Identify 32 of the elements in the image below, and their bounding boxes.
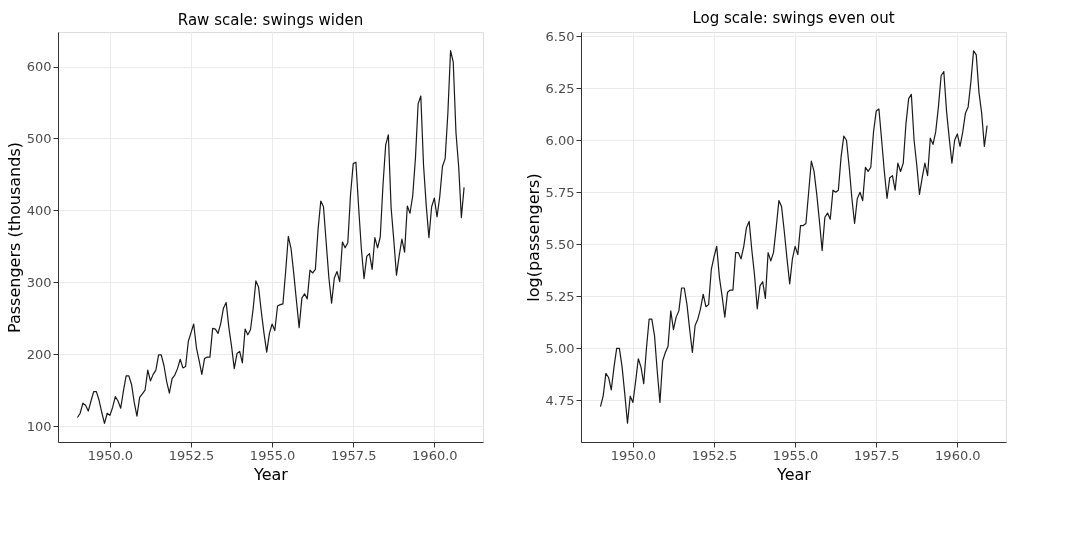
x-tick-label: 1955.0 (249, 447, 296, 463)
y-tick-label: 5.00 (545, 340, 575, 356)
y-axis-title: log(passengers) (523, 173, 543, 302)
x-axis-title: Year (776, 464, 812, 484)
x-tick-label: 1957.5 (330, 447, 377, 463)
chart-title: Raw scale: swings widen (177, 11, 364, 29)
y-tick-label: 5.75 (545, 184, 575, 200)
line-series (599, 50, 988, 424)
y-axis-title: Passengers (thousands) (4, 142, 24, 333)
y-tick-label: 300 (26, 274, 52, 290)
y-tick-label: 6.25 (545, 80, 575, 96)
y-tick-label: 200 (26, 346, 52, 362)
x-tick-label: 1950.0 (87, 447, 134, 463)
chart-title: Log scale: swings even out (692, 9, 895, 28)
x-tick-label: 1955.0 (772, 447, 819, 463)
y-tick-label: 6.50 (545, 28, 575, 44)
y-tick-label: 100 (26, 418, 52, 434)
line-series (76, 50, 465, 424)
y-tick-label: 500 (26, 130, 52, 146)
y-tick-label: 4.75 (545, 392, 575, 408)
x-tick-label: 1957.5 (853, 447, 900, 463)
x-tick-label: 1950.0 (610, 447, 657, 463)
y-tick-label: 400 (26, 202, 52, 218)
x-tick-label: 1952.5 (168, 447, 215, 463)
x-tick-label: 1952.5 (691, 447, 738, 463)
y-tick-label: 600 (26, 59, 52, 75)
y-tick-label: 5.25 (545, 288, 575, 304)
y-tick-label: 5.50 (545, 236, 575, 252)
y-tick-label: 6.00 (545, 132, 575, 148)
x-tick-label: 1960.0 (412, 447, 458, 463)
x-tick-label: 1960.0 (935, 447, 981, 463)
x-axis-title: Year (253, 464, 289, 484)
